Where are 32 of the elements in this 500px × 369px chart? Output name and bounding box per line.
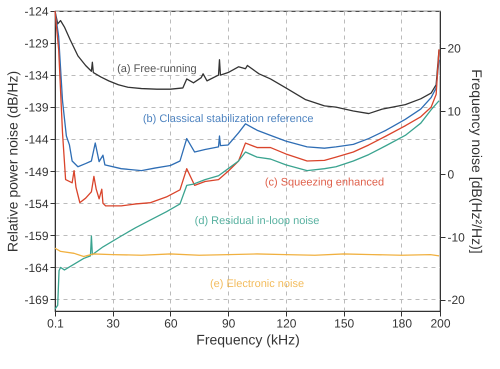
x-tick-label: 150 xyxy=(334,316,355,330)
x-tick-label: 30 xyxy=(106,316,120,330)
y-tick-label: -139 xyxy=(24,100,49,115)
series-label: (d) Residual in-loop noise xyxy=(194,215,320,228)
text: (e) Electronic noise xyxy=(210,278,304,290)
x-tick-label: 200 xyxy=(430,316,451,330)
x-tick-label: 90 xyxy=(222,316,236,330)
y2-tick-label: 20 xyxy=(448,42,462,56)
y-tick-label: -164 xyxy=(24,260,49,275)
x-tick-label: 60 xyxy=(164,316,178,330)
y-tick-label: -144 xyxy=(24,132,49,147)
y2-tick-label: 10 xyxy=(448,104,462,118)
y-tick-label: -169 xyxy=(24,292,49,307)
y-tick-label: -124 xyxy=(24,4,49,18)
series-label: (a) Free-running xyxy=(117,63,197,76)
y-tick-label: -129 xyxy=(24,36,49,51)
y2-tick-label: 0 xyxy=(448,167,454,182)
x-tick-label: 120 xyxy=(276,316,297,330)
y2-tick-label: -10 xyxy=(448,230,466,244)
y-tick-label: -134 xyxy=(24,68,49,83)
series-label: (b) Classical stabilization reference xyxy=(142,112,314,125)
y2-axis-title: Frequency noise [dB(Hz²/Hz)] xyxy=(468,69,485,254)
x-axis-title: Frequency (kHz) xyxy=(196,332,300,348)
y-axis-title: Relative power noise (dB/Hz) xyxy=(4,70,20,252)
y-tick-label: -149 xyxy=(24,164,49,179)
y2-tick-label: -20 xyxy=(448,293,466,308)
series-label: (c) Squeezing enhanced xyxy=(264,176,384,188)
x-tick-label: 180 xyxy=(392,316,412,330)
line-series xyxy=(54,248,440,258)
x-tick-label: 0.1 xyxy=(47,316,64,330)
y-tick-label: -154 xyxy=(24,196,49,211)
y-tick-label: -159 xyxy=(24,228,49,243)
